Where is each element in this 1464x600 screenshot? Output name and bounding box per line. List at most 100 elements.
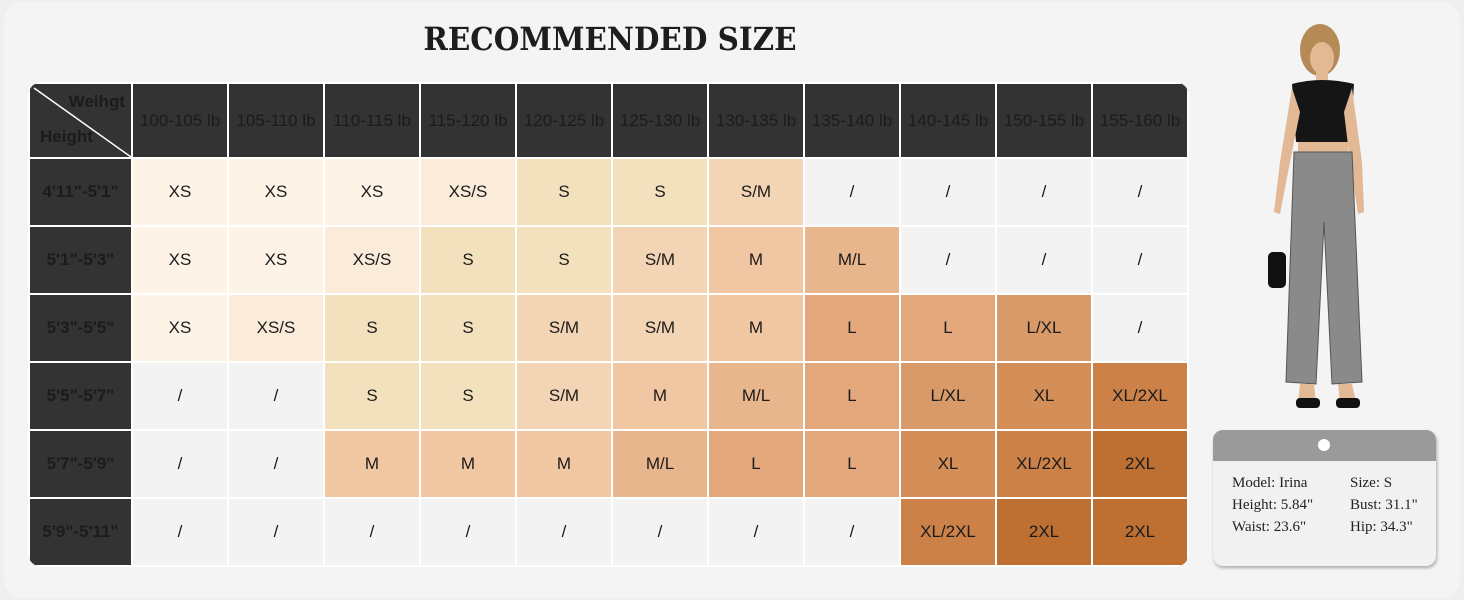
- weight-column-header: 140-145 lb: [899, 82, 997, 159]
- size-cell: S/M: [515, 293, 613, 363]
- size-cell: S: [323, 361, 421, 431]
- height-row-header: 5'9"-5'11": [28, 497, 133, 567]
- model-size: Size: S: [1350, 475, 1393, 491]
- size-cell: S: [611, 157, 709, 227]
- size-cell: /: [227, 429, 325, 499]
- tag-header: [1213, 430, 1436, 461]
- model-bust: Bust: 31.1": [1350, 497, 1418, 513]
- size-cell: L: [707, 429, 805, 499]
- size-cell: XL/2XL: [995, 429, 1093, 499]
- table-row: 5'5"-5'7" / / S S S/M M M/L L L/XL XL XL/2XL: [28, 361, 1189, 431]
- size-cell: /: [611, 497, 709, 567]
- size-cell: /: [1091, 225, 1189, 295]
- size-cell: L: [803, 293, 901, 363]
- size-cell: M: [707, 225, 805, 295]
- weight-column-header: 125-130 lb: [611, 82, 709, 159]
- weight-column-header: 130-135 lb: [707, 82, 805, 159]
- size-cell: /: [995, 157, 1093, 227]
- size-cell: M: [515, 429, 613, 499]
- size-cell: S/M: [611, 225, 709, 295]
- size-cell: XS: [227, 225, 325, 295]
- size-cell: /: [1091, 157, 1189, 227]
- size-cell: S: [419, 225, 517, 295]
- model-waist: Waist: 23.6": [1232, 519, 1307, 535]
- size-cell: S: [323, 293, 421, 363]
- size-cell: M: [707, 293, 805, 363]
- size-cell: M: [419, 429, 517, 499]
- tag-hole-icon: [1318, 439, 1330, 451]
- table-row: 5'1"-5'3" XS XS XS/S S S S/M M M/L / / /: [28, 225, 1189, 295]
- size-cell: /: [707, 497, 805, 567]
- weight-column-header: 155-160 lb: [1091, 82, 1189, 159]
- size-cell: /: [803, 157, 901, 227]
- size-cell: XS/S: [227, 293, 325, 363]
- weight-column-header: 100-105 lb: [131, 82, 229, 159]
- size-cell: S/M: [515, 361, 613, 431]
- height-row-header: 5'1"-5'3": [28, 225, 133, 295]
- height-row-header: 5'3"-5'5": [28, 293, 133, 363]
- size-cell: S: [515, 225, 613, 295]
- size-cell: M/L: [611, 429, 709, 499]
- size-cell: S: [419, 293, 517, 363]
- size-cell: L/XL: [995, 293, 1093, 363]
- weight-column-header: 115-120 lb: [419, 82, 517, 159]
- size-cell: /: [131, 361, 229, 431]
- weight-axis-label: Weihgt: [68, 92, 125, 111]
- size-cell: L/XL: [899, 361, 997, 431]
- size-cell: M/L: [803, 225, 901, 295]
- table-row: 5'7"-5'9" / / M M M M/L L L XL XL/2XL 2XL: [28, 429, 1189, 499]
- model-photo: [1250, 22, 1400, 427]
- size-cell: XS: [131, 157, 229, 227]
- height-row-header: 5'5"-5'7": [28, 361, 133, 431]
- table-row: 5'9"-5'11" / / / / / / / / XL/2XL 2XL 2XL: [28, 497, 1189, 567]
- size-cell: /: [323, 497, 421, 567]
- size-cell: XS/S: [419, 157, 517, 227]
- size-table: Weihgt Height 100-105 lb 105-110 lb 110-11…: [28, 82, 1189, 567]
- size-cell: XS: [323, 157, 421, 227]
- height-axis-label: Height: [40, 127, 93, 146]
- page-title: RECOMMENDED SIZE: [423, 20, 797, 58]
- size-cell: XS: [131, 225, 229, 295]
- size-cell: /: [1091, 293, 1189, 363]
- size-cell: /: [803, 497, 901, 567]
- size-cell: XL: [995, 361, 1093, 431]
- size-cell: /: [131, 429, 229, 499]
- diagonal-divider: [33, 87, 132, 158]
- model-name: Model: Irina: [1232, 475, 1308, 491]
- size-cell: 2XL: [1091, 429, 1189, 499]
- header-row: Weihgt Height 100-105 lb 105-110 lb 110-11…: [28, 82, 1189, 159]
- size-cell: S/M: [611, 293, 709, 363]
- weight-column-header: 105-110 lb: [227, 82, 325, 159]
- size-cell: S: [515, 157, 613, 227]
- model-height: Height: 5.84": [1232, 497, 1314, 513]
- size-cell: L: [803, 361, 901, 431]
- weight-column-header: 150-155 lb: [995, 82, 1093, 159]
- size-cell: /: [227, 361, 325, 431]
- corner-header: Weihgt Height: [28, 82, 133, 159]
- size-cell: 2XL: [1091, 497, 1189, 567]
- weight-column-header: 110-115 lb: [323, 82, 421, 159]
- size-cell: /: [899, 157, 997, 227]
- table-row: 4'11"-5'1" XS XS XS XS/S S S S/M / / / /: [28, 157, 1189, 227]
- size-cell: /: [131, 497, 229, 567]
- size-cell: M: [323, 429, 421, 499]
- size-cell: XL/2XL: [899, 497, 997, 567]
- model-hip: Hip: 34.3": [1350, 519, 1413, 535]
- size-cell: XL/2XL: [1091, 361, 1189, 431]
- size-cell: /: [227, 497, 325, 567]
- height-row-header: 5'7"-5'9": [28, 429, 133, 499]
- size-cell: M/L: [707, 361, 805, 431]
- weight-column-header: 135-140 lb: [803, 82, 901, 159]
- height-row-header: 4'11"-5'1": [28, 157, 133, 227]
- size-cell: /: [515, 497, 613, 567]
- table-row: 5'3"-5'5" XS XS/S S S S/M S/M M L L L/XL /: [28, 293, 1189, 363]
- size-cell: XS: [131, 293, 229, 363]
- model-info-tag: Model: Irina Size: S Height: 5.84" Bust:…: [1213, 430, 1436, 566]
- size-cell: /: [419, 497, 517, 567]
- size-cell: M: [611, 361, 709, 431]
- size-cell: /: [899, 225, 997, 295]
- size-cell: S/M: [707, 157, 805, 227]
- size-cell: L: [803, 429, 901, 499]
- size-cell: S: [419, 361, 517, 431]
- weight-column-header: 120-125 lb: [515, 82, 613, 159]
